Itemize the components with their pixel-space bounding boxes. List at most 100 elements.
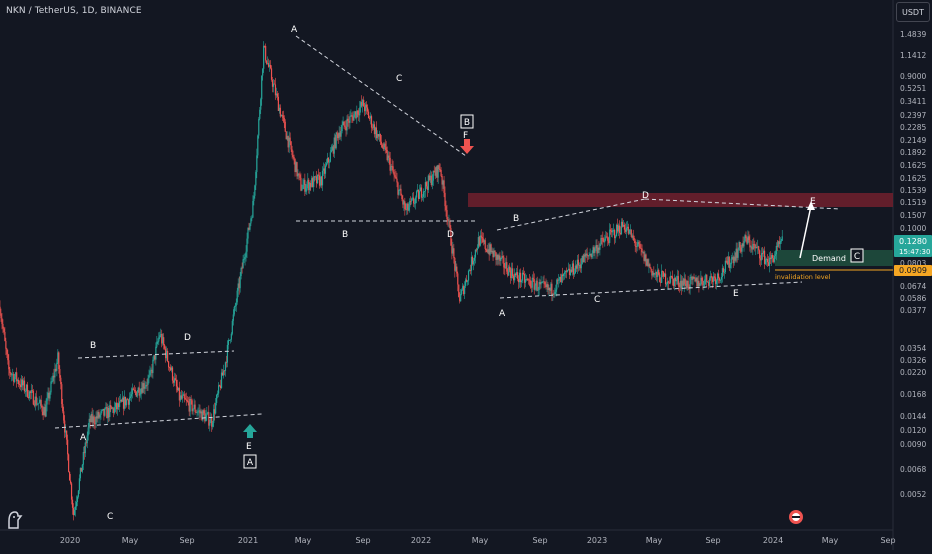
candle-body: [304, 179, 306, 192]
candle-body: [497, 255, 499, 260]
candle-body: [549, 287, 551, 291]
candle-body: [105, 407, 107, 409]
price-tick-label: 0.9000: [900, 72, 926, 81]
candle-body: [487, 249, 489, 253]
candle-body: [764, 259, 767, 264]
candle-body: [312, 178, 314, 188]
candle-body: [229, 339, 231, 341]
candle-body: [726, 261, 728, 265]
candle-body: [493, 250, 495, 258]
candle-body: [47, 392, 49, 398]
candle-body: [359, 107, 361, 116]
candle-body: [451, 245, 453, 254]
candle-body: [765, 259, 768, 260]
candle-body: [628, 229, 630, 234]
candle-body: [607, 237, 609, 241]
candle-body: [623, 224, 626, 230]
candle-body: [292, 155, 294, 157]
candle-body: [308, 179, 310, 191]
price-tick-label: 0.0586: [900, 294, 926, 303]
candle-body: [346, 118, 348, 131]
candle-body: [85, 442, 87, 444]
candle-body: [434, 172, 436, 176]
candle-body: [196, 412, 198, 414]
candle-body: [494, 250, 496, 253]
projection-line: [799, 205, 812, 259]
candle-body: [721, 268, 724, 277]
candle-body: [18, 379, 20, 385]
candle-body: [287, 135, 289, 148]
candle-body: [749, 240, 751, 248]
candle-body: [319, 176, 322, 186]
wave-label: D: [184, 333, 191, 343]
candle-body: [772, 258, 775, 262]
candle-body: [150, 369, 152, 371]
candle-body: [467, 270, 470, 281]
price-tick-label: 0.0354: [900, 344, 926, 353]
event-marker-icon[interactable]: [789, 510, 803, 524]
candle-body: [690, 276, 692, 278]
candle-body: [285, 131, 287, 140]
candle-body: [371, 127, 374, 129]
candle-body: [245, 251, 247, 258]
candle-body: [626, 226, 628, 229]
candle-body: [752, 244, 754, 250]
price-axis[interactable]: 1.4839 1.1412 0.9000 0.5251 0.3411 0.2397 0.22…: [900, 30, 926, 499]
candle-body: [20, 379, 23, 388]
candle-body: [107, 408, 109, 419]
svg-text:B: B: [464, 118, 470, 128]
candle-body: [143, 383, 145, 389]
candle-body: [553, 293, 555, 295]
candle-body: [48, 392, 50, 399]
candle-body: [621, 221, 624, 227]
candle-body: [408, 207, 410, 211]
candle-body: [517, 278, 520, 283]
candle-body: [763, 250, 765, 254]
candle-body: [733, 256, 735, 264]
candle-body: [442, 180, 444, 185]
candle-body: [151, 369, 153, 374]
candle-body: [653, 272, 655, 275]
candle-body: [654, 273, 656, 275]
candle-body: [693, 276, 695, 279]
candle-body: [409, 200, 411, 208]
candle-body: [212, 422, 214, 427]
candle-body: [456, 266, 458, 274]
candle-body: [182, 394, 184, 396]
candle-body: [747, 236, 749, 244]
candle-body: [340, 131, 342, 137]
candle-body: [137, 387, 139, 393]
candle-body: [603, 241, 605, 243]
candle-body: [242, 259, 244, 269]
candle-body: [162, 337, 164, 344]
candle-body: [619, 232, 622, 234]
candle-body: [664, 273, 666, 277]
candle-body: [179, 395, 181, 401]
candle-body: [445, 206, 447, 211]
candle-body: [578, 264, 580, 266]
candle-body: [768, 257, 771, 266]
candle-body: [735, 248, 737, 261]
candle-body: [294, 158, 296, 173]
candle-body: [124, 396, 127, 406]
candle-body: [672, 278, 675, 286]
candle-body: [178, 387, 180, 401]
price-tick-label: 0.0326: [900, 356, 926, 365]
candle-body: [216, 395, 218, 403]
candle-body: [1, 318, 3, 324]
time-tick-label: Sep: [532, 536, 547, 545]
time-axis[interactable]: 2020 May Sep 2021 May Sep 2022 May Sep 2023 May Sep…: [60, 536, 896, 545]
candle-body: [609, 229, 611, 243]
candle-body: [544, 282, 546, 285]
currency-selector[interactable]: USDT: [896, 2, 930, 22]
candle-body: [725, 260, 727, 262]
invalidation-price-badge: 0.0909: [894, 265, 932, 276]
candle-body: [247, 227, 249, 239]
candle-body: [217, 385, 220, 394]
candle-body: [485, 248, 487, 250]
candle-body: [262, 68, 264, 76]
candle-body: [278, 107, 280, 111]
candle-body: [648, 264, 650, 267]
